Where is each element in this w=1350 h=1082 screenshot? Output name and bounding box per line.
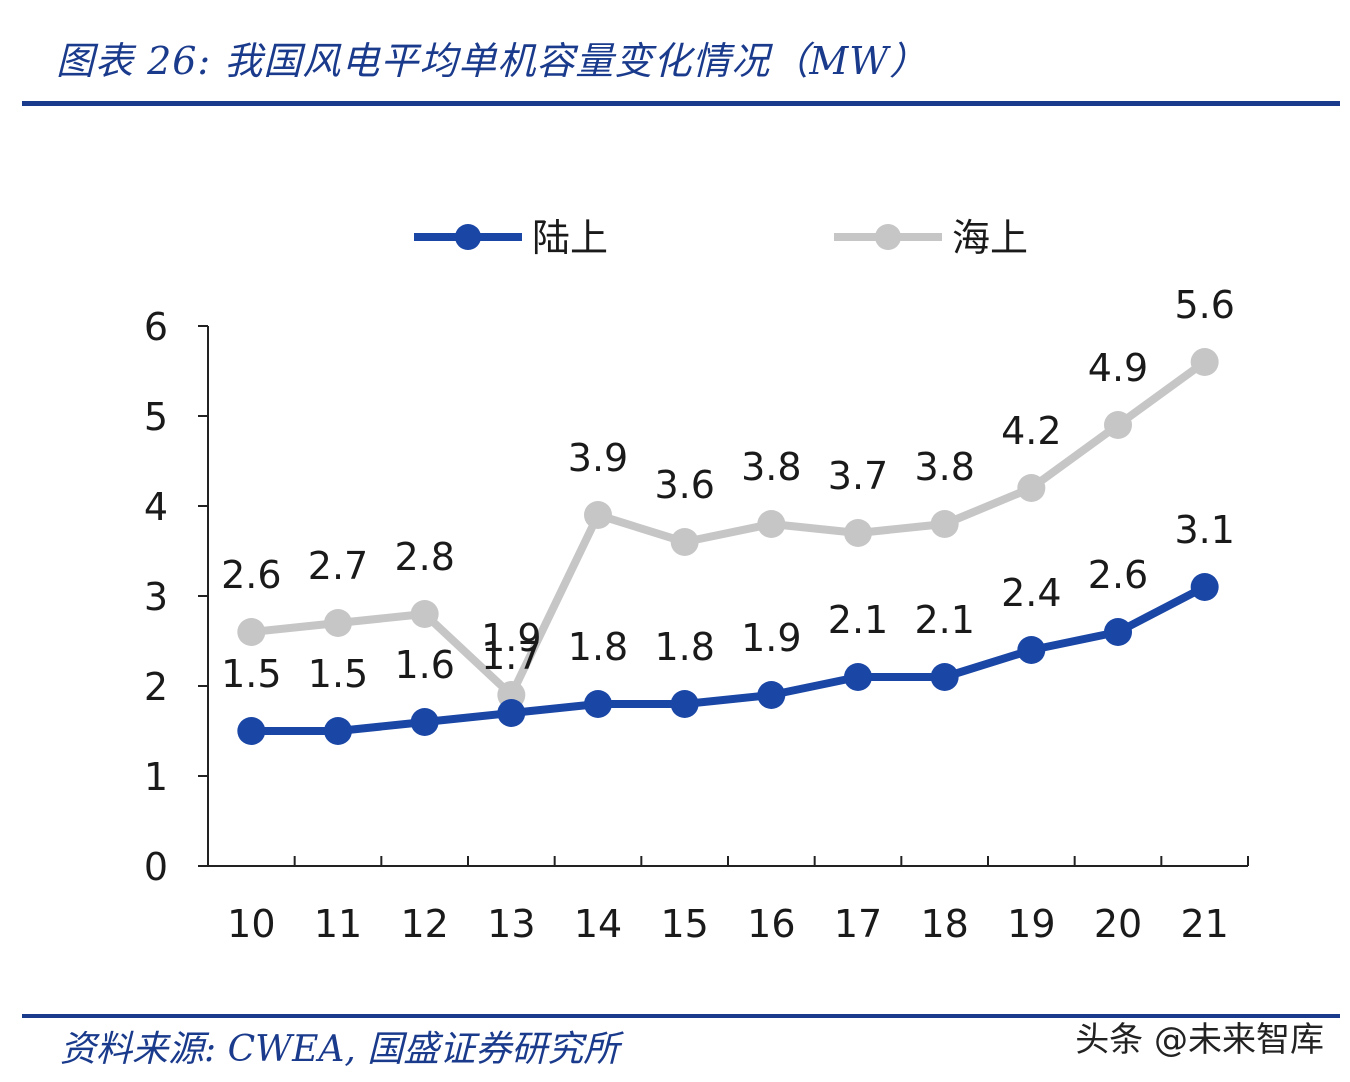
data-label-offshore: 2.7	[308, 544, 368, 588]
data-point-offshore	[757, 510, 786, 538]
x-tick-label: 21	[1180, 902, 1228, 946]
data-label-offshore: 4.2	[1001, 409, 1061, 453]
x-tick-label: 14	[574, 902, 622, 946]
y-tick-label: 0	[144, 845, 168, 889]
source-divider	[22, 1014, 1340, 1018]
data-label-offshore: 3.7	[828, 454, 888, 498]
data-point-onshore	[757, 681, 786, 709]
data-label-offshore: 3.8	[741, 445, 801, 489]
data-label-onshore: 2.1	[914, 598, 974, 642]
data-point-onshore	[584, 690, 612, 718]
data-point-onshore	[497, 699, 526, 727]
title-divider	[22, 101, 1340, 106]
data-label-onshore: 1.7	[481, 634, 541, 678]
y-tick-label: 4	[144, 485, 168, 529]
chart-legend: 陆上 海上	[414, 216, 1028, 260]
data-point-onshore	[670, 690, 699, 718]
x-tick-label: 17	[834, 902, 882, 946]
y-tick-label: 2	[144, 665, 168, 709]
y-tick-label: 6	[144, 305, 168, 349]
x-tick-label: 19	[1007, 902, 1055, 946]
x-tick-label: 20	[1094, 902, 1142, 946]
data-point-onshore	[237, 717, 266, 745]
series-line-onshore	[251, 583, 1207, 735]
source-note: 资料来源: CWEA, 国盛证券研究所	[60, 1029, 620, 1070]
x-tick-label: 13	[487, 902, 535, 946]
x-tick-label: 10	[227, 902, 275, 946]
legend-marker-offshore	[875, 224, 901, 250]
legend-label-onshore: 陆上	[532, 216, 608, 260]
data-point-offshore	[324, 609, 352, 637]
data-point-onshore	[1017, 636, 1046, 664]
x-tick-label: 12	[400, 902, 448, 946]
data-label-onshore: 1.5	[308, 652, 368, 696]
data-point-offshore	[930, 510, 959, 538]
x-tick-label: 15	[660, 902, 708, 946]
figure-title: 图表 26: 我国风电平均单机容量变化情况（MW）	[56, 39, 929, 83]
data-label-offshore: 3.9	[568, 436, 628, 480]
series-line-offshore	[250, 358, 1208, 699]
data-point-onshore	[410, 708, 439, 736]
y-tick-label: 3	[144, 575, 168, 619]
data-point-offshore	[1104, 411, 1132, 439]
data-label-onshore: 1.8	[568, 625, 628, 669]
data-label-offshore: 1.9	[481, 616, 541, 660]
legend-label-offshore: 海上	[952, 216, 1028, 260]
data-label-onshore: 2.1	[828, 598, 888, 642]
data-point-onshore	[930, 663, 959, 691]
chart-data-labels: 1.5 1.5 1.6 1.7 1.8 1.8 1.9 2.1 2.1 2.4 2.6 3.1 2.6 2…	[221, 283, 1235, 696]
y-tick-label: 1	[144, 755, 168, 799]
data-point-offshore	[1017, 474, 1046, 502]
data-label-onshore: 1.6	[394, 643, 454, 687]
data-label-offshore: 2.8	[394, 535, 454, 579]
data-point-onshore	[1104, 618, 1132, 646]
legend-marker-onshore	[455, 224, 481, 250]
data-point-offshore	[410, 600, 439, 628]
data-label-onshore: 1.8	[654, 625, 714, 669]
data-label-offshore: 3.8	[914, 445, 974, 489]
data-point-onshore	[1190, 573, 1219, 601]
data-point-offshore	[670, 528, 699, 556]
data-point-offshore	[1190, 348, 1219, 376]
data-point-offshore	[844, 519, 872, 547]
data-label-offshore: 2.6	[221, 553, 281, 597]
data-label-onshore: 3.1	[1174, 508, 1234, 552]
watermark: 头条 @未来智库	[1075, 1020, 1324, 1060]
y-tick-label: 5	[144, 395, 168, 439]
data-point-offshore	[237, 618, 266, 646]
x-tick-label: 16	[747, 902, 795, 946]
x-tick-label: 18	[920, 902, 968, 946]
x-tick-label: 11	[314, 902, 362, 946]
data-point-offshore	[584, 501, 612, 529]
chart-series	[237, 348, 1219, 745]
data-label-offshore: 3.6	[654, 463, 714, 507]
data-label-offshore: 5.6	[1174, 283, 1234, 327]
data-point-onshore	[844, 663, 872, 691]
data-point-onshore	[324, 717, 352, 745]
data-label-onshore: 1.9	[741, 616, 801, 660]
data-label-onshore: 1.5	[221, 652, 281, 696]
data-label-onshore: 2.4	[1001, 571, 1061, 615]
data-label-onshore: 2.6	[1088, 553, 1148, 597]
data-label-offshore: 4.9	[1088, 346, 1148, 390]
